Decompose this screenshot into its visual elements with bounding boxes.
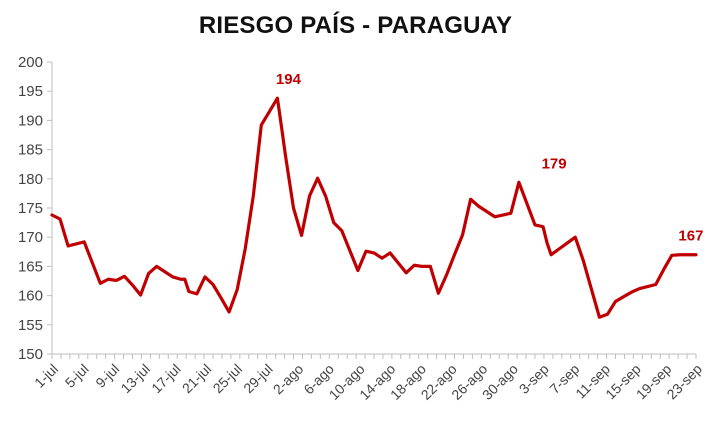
y-tick-label: 190 xyxy=(18,112,43,129)
data-label: 179 xyxy=(542,155,567,172)
y-tick-label: 180 xyxy=(18,171,43,188)
x-tick-label: 23-sep xyxy=(663,361,705,403)
x-tick-label: 25-jul xyxy=(210,361,246,397)
x-tick-label: 1-jul xyxy=(31,361,61,391)
y-tick-label: 170 xyxy=(18,229,43,246)
y-tick-label: 200 xyxy=(18,54,43,71)
series-line xyxy=(50,96,698,319)
y-tick-label: 195 xyxy=(18,83,43,100)
data-label: 194 xyxy=(276,71,302,88)
y-tick-label: 175 xyxy=(18,200,43,217)
data-label: 167 xyxy=(678,228,703,245)
y-tick-label: 155 xyxy=(18,317,43,334)
y-tick-label: 185 xyxy=(18,142,43,159)
x-tick-label: 13-jul xyxy=(118,361,154,397)
x-tick-label: 17-jul xyxy=(148,361,184,397)
x-tick-label: 21-jul xyxy=(179,361,215,397)
x-tick-label: 5-jul xyxy=(62,361,92,391)
x-tick-label: 2-ago xyxy=(270,361,307,398)
y-tick-label: 150 xyxy=(18,346,43,363)
chart-title: RIESGO PAÍS - PARAGUAY xyxy=(198,12,513,39)
x-tick-label: 3-sep xyxy=(516,361,552,397)
y-tick-label: 165 xyxy=(18,258,43,275)
y-tick-label: 160 xyxy=(18,288,43,305)
x-tick-label: 29-jul xyxy=(240,361,276,397)
